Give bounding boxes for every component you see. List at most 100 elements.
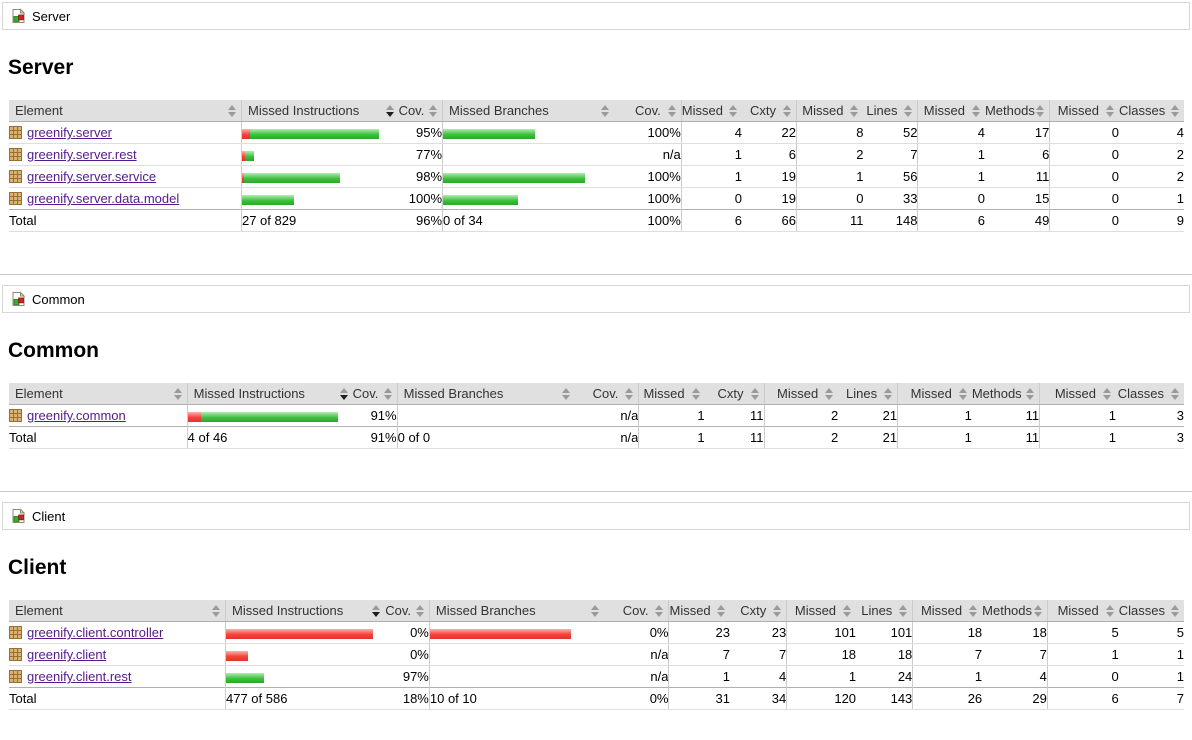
sort-icon — [383, 387, 393, 401]
column-header-missed[interactable]: Missed — [917, 100, 985, 122]
column-header-lines[interactable]: Lines — [863, 100, 918, 122]
column-header-missed-branches[interactable]: Missed Branches — [396, 383, 576, 405]
column-header-cov[interactable]: Cov. — [603, 600, 669, 622]
column-header-lines[interactable]: Lines — [838, 383, 898, 405]
total-lines: 21 — [838, 426, 898, 449]
package-link[interactable]: greenify.server.rest — [27, 147, 137, 162]
methods: 7 — [982, 643, 1048, 666]
column-header-missed[interactable]: Missed — [763, 383, 839, 405]
group-report-icon — [10, 291, 26, 307]
sort-icon — [904, 104, 913, 118]
column-header-cxty[interactable]: Cxty — [729, 600, 787, 622]
sort-icon — [1036, 104, 1045, 118]
total-missed-classes: 0 — [1049, 209, 1119, 232]
lines: 18 — [856, 643, 913, 666]
column-header-cov[interactable]: Cov. — [614, 100, 682, 122]
missed-instructions-bar — [240, 143, 399, 166]
column-header-missed-instructions[interactable]: Missed Instructions — [240, 100, 399, 122]
missed-methods: 4 — [917, 121, 985, 144]
column-header-element[interactable]: Element — [9, 383, 188, 405]
column-header-missed[interactable]: Missed — [1039, 383, 1117, 405]
total-missed-cxty: 1 — [638, 426, 705, 449]
column-header-cxty[interactable]: Cxty — [742, 100, 797, 122]
column-header-missed[interactable]: Missed — [897, 383, 972, 405]
missed-classes: 0 — [1049, 187, 1119, 210]
column-header-missed[interactable]: Missed — [795, 100, 864, 122]
total-methods: 11 — [971, 426, 1040, 449]
column-header-methods[interactable]: Methods — [982, 600, 1048, 622]
package-link[interactable]: greenify.client — [27, 647, 107, 662]
total-instruction-coverage: 91% — [352, 426, 398, 449]
sort-icon — [601, 104, 610, 118]
column-header-element[interactable]: Element — [9, 100, 242, 122]
column-header-cov[interactable]: Cov. — [575, 383, 639, 405]
total-methods: 49 — [984, 209, 1050, 232]
package-icon — [9, 126, 22, 139]
missed-branches-bar — [442, 165, 615, 188]
sort-icon — [1033, 604, 1043, 618]
column-header-missed[interactable]: Missed — [786, 600, 857, 622]
section-server: Server Server Element Missed Instruction… — [0, 2, 1192, 232]
sort-icon — [590, 604, 600, 618]
column-header-classes[interactable]: Classes — [1118, 600, 1184, 622]
classes: 2 — [1118, 143, 1184, 166]
package-link[interactable]: greenify.server — [27, 125, 113, 140]
package-link[interactable]: greenify.client.rest — [27, 669, 132, 684]
breadcrumb-label: Client — [32, 508, 66, 524]
cxty: 19 — [742, 165, 797, 188]
column-header-methods[interactable]: Methods — [984, 100, 1050, 122]
sort-icon — [1105, 604, 1115, 618]
column-header-cov[interactable]: Cov. — [398, 100, 443, 122]
total-missed-methods: 6 — [917, 209, 985, 232]
classes: 3 — [1176, 408, 1184, 423]
package-link[interactable]: greenify.server.service — [27, 169, 157, 184]
package-icon — [9, 170, 22, 183]
column-header-lines[interactable]: Lines — [856, 600, 913, 622]
missed-lines: 0 — [795, 187, 864, 210]
missed-lines: 101 — [786, 621, 857, 644]
total-missed-lines: 120 — [786, 687, 857, 710]
section-client: Client Client Element Missed Instruction… — [0, 491, 1192, 710]
classes: 1 — [1176, 191, 1184, 206]
column-header-missed[interactable]: Missed — [1046, 600, 1119, 622]
sort-icon — [958, 387, 968, 401]
total-missed-classes: 1 — [1039, 426, 1117, 449]
column-header-cov[interactable]: Cov. — [352, 383, 398, 405]
column-header-missed[interactable]: Missed — [668, 600, 730, 622]
package-link[interactable]: greenify.client.controller — [27, 625, 164, 640]
sort-icon — [1103, 387, 1112, 401]
methods: 11 — [984, 165, 1050, 188]
missed-instructions-bar — [225, 643, 386, 666]
missed-cxty: 23 — [668, 621, 730, 644]
column-header-cxty[interactable]: Cxty — [704, 383, 764, 405]
methods: 18 — [982, 621, 1048, 644]
missed-methods: 1 — [917, 165, 985, 188]
missed-classes: 1 — [1046, 643, 1119, 666]
package-link[interactable]: greenify.server.data.model — [27, 191, 180, 206]
total-instruction-coverage: 96% — [398, 209, 443, 232]
column-header-missed[interactable]: Missed — [912, 600, 983, 622]
cxty: 7 — [729, 643, 787, 666]
cxty: 4 — [778, 669, 787, 684]
methods: 6 — [984, 143, 1050, 166]
sort-icon — [562, 387, 571, 401]
sort-icon — [667, 104, 677, 118]
column-header-methods[interactable]: Methods — [971, 383, 1040, 405]
column-header-cov[interactable]: Cov. — [385, 600, 430, 622]
package-icon — [9, 626, 22, 639]
column-header-classes[interactable]: Classes — [1116, 383, 1184, 405]
column-header-missed-branches[interactable]: Missed Branches — [442, 100, 615, 122]
column-header-missed[interactable]: Missed — [1049, 100, 1119, 122]
column-header-missed[interactable]: Missed — [638, 383, 705, 405]
column-header-element[interactable]: Element — [9, 600, 226, 622]
column-header-missed-branches[interactable]: Missed Branches — [428, 600, 604, 622]
total-label: Total — [9, 426, 188, 449]
column-header-missed[interactable]: Missed — [680, 100, 743, 122]
total-lines: 148 — [863, 209, 918, 232]
column-header-missed-instructions[interactable]: Missed Instructions — [186, 383, 353, 405]
column-header-missed-instructions[interactable]: Missed Instructions — [225, 600, 386, 622]
column-header-classes[interactable]: Classes — [1118, 100, 1184, 122]
sort-icon — [1026, 387, 1035, 401]
header-row: Element Missed Instructions Cov. Missed … — [9, 383, 1184, 405]
package-link[interactable]: greenify.common — [27, 408, 126, 423]
